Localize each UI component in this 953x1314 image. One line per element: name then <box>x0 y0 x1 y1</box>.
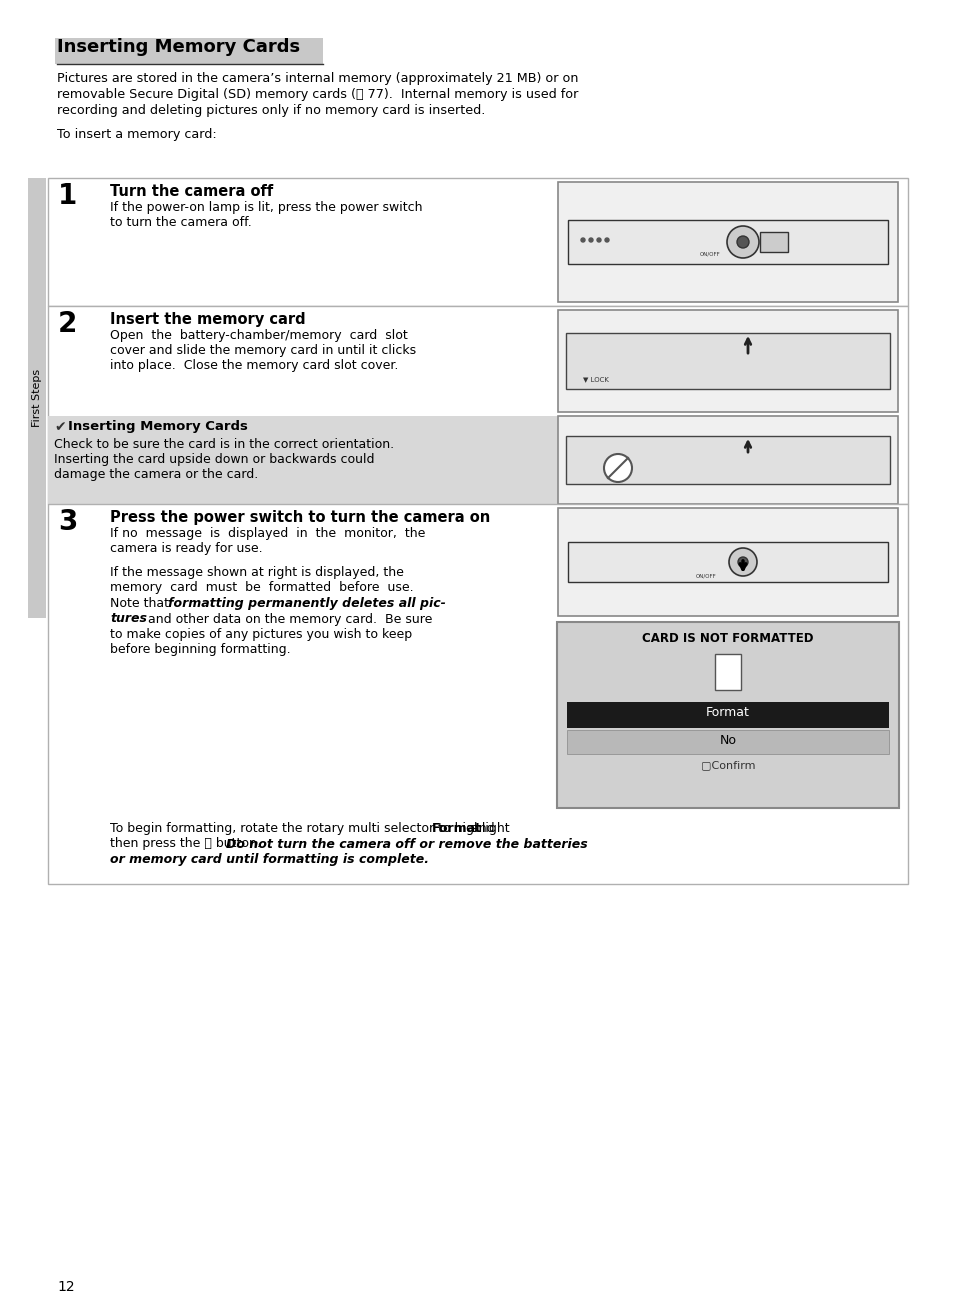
Circle shape <box>738 557 747 568</box>
Text: If the message shown at right is displayed, the: If the message shown at right is display… <box>110 566 403 579</box>
Text: Press the power switch to turn the camera on: Press the power switch to turn the camer… <box>110 510 490 526</box>
FancyBboxPatch shape <box>557 622 898 808</box>
Text: before beginning formatting.: before beginning formatting. <box>110 644 291 657</box>
Text: to turn the camera off.: to turn the camera off. <box>110 215 252 229</box>
FancyBboxPatch shape <box>558 509 897 616</box>
FancyBboxPatch shape <box>567 219 887 264</box>
Text: and other data on the memory card.  Be sure: and other data on the memory card. Be su… <box>144 612 432 625</box>
Text: 12: 12 <box>57 1280 74 1294</box>
Text: Open  the  battery-chamber/memory  card  slot: Open the battery-chamber/memory card slo… <box>110 328 407 342</box>
Text: or memory card until formatting is complete.: or memory card until formatting is compl… <box>110 853 429 866</box>
Text: ON/OFF: ON/OFF <box>695 574 716 579</box>
Text: First Steps: First Steps <box>32 369 42 427</box>
FancyBboxPatch shape <box>48 417 558 505</box>
Text: formatting permanently deletes all pic-: formatting permanently deletes all pic- <box>168 597 445 610</box>
Text: memory  card  must  be  formatted  before  use.: memory card must be formatted before use… <box>110 582 414 594</box>
Text: ▼ LOCK: ▼ LOCK <box>582 376 608 382</box>
Circle shape <box>737 237 748 248</box>
FancyBboxPatch shape <box>48 306 907 505</box>
FancyBboxPatch shape <box>565 332 889 389</box>
Text: then press the ⒪ button.: then press the ⒪ button. <box>110 837 269 850</box>
Text: removable Secure Digital (SD) memory cards (ⓧ 77).  Internal memory is used for: removable Secure Digital (SD) memory car… <box>57 88 578 101</box>
Circle shape <box>580 238 584 242</box>
Text: and: and <box>466 823 494 834</box>
Text: cover and slide the memory card in until it clicks: cover and slide the memory card in until… <box>110 344 416 357</box>
Text: ON/OFF: ON/OFF <box>699 252 720 258</box>
FancyBboxPatch shape <box>567 541 887 582</box>
Text: Note that: Note that <box>110 597 172 610</box>
FancyBboxPatch shape <box>714 654 740 690</box>
FancyBboxPatch shape <box>48 177 907 306</box>
FancyBboxPatch shape <box>48 505 907 884</box>
Text: recording and deleting pictures only if no memory card is inserted.: recording and deleting pictures only if … <box>57 104 485 117</box>
Text: 1: 1 <box>58 183 77 210</box>
Text: ✔: ✔ <box>54 420 66 434</box>
Text: To insert a memory card:: To insert a memory card: <box>57 127 216 141</box>
Text: Turn the camera off: Turn the camera off <box>110 184 273 198</box>
Circle shape <box>728 548 757 576</box>
FancyBboxPatch shape <box>566 702 888 728</box>
Text: camera is ready for use.: camera is ready for use. <box>110 541 262 555</box>
Text: Inserting Memory Cards: Inserting Memory Cards <box>57 38 300 57</box>
FancyBboxPatch shape <box>558 183 897 302</box>
Text: Inserting the card upside down or backwards could: Inserting the card upside down or backwa… <box>54 453 375 466</box>
Text: No: No <box>719 735 736 746</box>
Text: 2: 2 <box>58 310 77 338</box>
Circle shape <box>726 226 759 258</box>
Circle shape <box>604 238 608 242</box>
FancyBboxPatch shape <box>760 233 787 252</box>
Text: If no  message  is  displayed  in  the  monitor,  the: If no message is displayed in the monito… <box>110 527 425 540</box>
Text: If the power-on lamp is lit, press the power switch: If the power-on lamp is lit, press the p… <box>110 201 422 214</box>
Text: CARD IS NOT FORMATTED: CARD IS NOT FORMATTED <box>641 632 813 645</box>
Text: to make copies of any pictures you wish to keep: to make copies of any pictures you wish … <box>110 628 412 641</box>
Text: ▢Confirm: ▢Confirm <box>700 759 755 770</box>
Text: Insert the memory card: Insert the memory card <box>110 311 305 327</box>
Circle shape <box>597 238 600 242</box>
Text: Do not turn the camera off or remove the batteries: Do not turn the camera off or remove the… <box>226 837 587 850</box>
Text: 3: 3 <box>58 509 77 536</box>
Text: tures: tures <box>110 612 147 625</box>
FancyBboxPatch shape <box>558 417 897 505</box>
Circle shape <box>588 238 593 242</box>
Circle shape <box>603 455 631 482</box>
Text: Format: Format <box>431 823 481 834</box>
Text: damage the camera or the card.: damage the camera or the card. <box>54 468 258 481</box>
Text: Check to be sure the card is in the correct orientation.: Check to be sure the card is in the corr… <box>54 438 394 451</box>
FancyBboxPatch shape <box>558 310 897 413</box>
FancyBboxPatch shape <box>28 177 46 618</box>
FancyBboxPatch shape <box>565 436 889 484</box>
Text: Format: Format <box>705 706 749 719</box>
FancyBboxPatch shape <box>566 731 888 754</box>
Text: To begin formatting, rotate the rotary multi selector to highlight: To begin formatting, rotate the rotary m… <box>110 823 513 834</box>
Text: into place.  Close the memory card slot cover.: into place. Close the memory card slot c… <box>110 359 398 372</box>
FancyBboxPatch shape <box>55 38 323 64</box>
Text: Pictures are stored in the camera’s internal memory (approximately 21 MB) or on: Pictures are stored in the camera’s inte… <box>57 72 578 85</box>
Text: Inserting Memory Cards: Inserting Memory Cards <box>68 420 248 434</box>
